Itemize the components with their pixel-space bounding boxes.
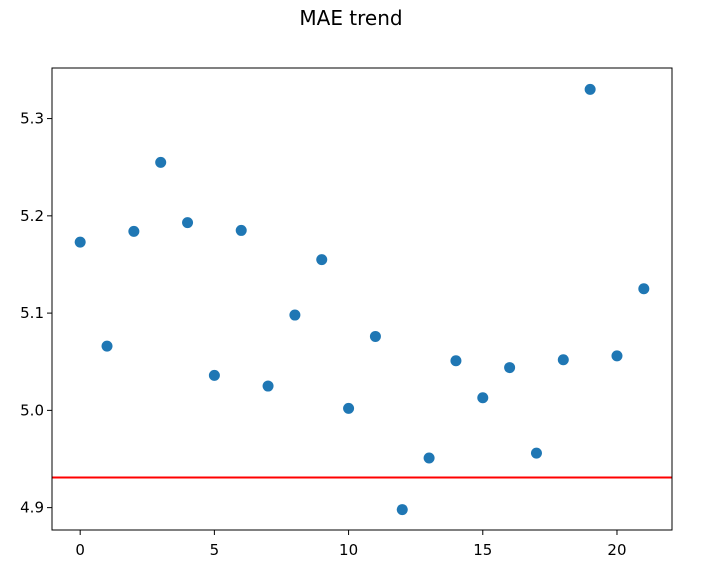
data-point [557, 354, 569, 366]
data-point [182, 217, 194, 229]
x-tick-label: 20 [607, 541, 626, 559]
data-point [584, 83, 596, 95]
x-tick-label: 15 [473, 541, 492, 559]
data-point [235, 224, 247, 236]
data-point [477, 392, 489, 404]
data-point [316, 254, 328, 266]
data-point [262, 380, 274, 392]
y-tick-label: 5.2 [20, 207, 44, 225]
data-point [101, 340, 113, 352]
x-tick-label: 5 [210, 541, 220, 559]
y-tick-label: 5.0 [20, 401, 44, 419]
y-tick-label: 5.3 [20, 110, 44, 128]
data-point [289, 309, 301, 321]
data-point [450, 355, 462, 367]
data-point [530, 447, 542, 459]
data-point [208, 369, 220, 381]
y-tick-label: 4.9 [20, 499, 44, 517]
data-point [343, 402, 355, 414]
data-point [638, 283, 650, 295]
data-point [396, 504, 408, 516]
x-tick-label: 10 [339, 541, 358, 559]
data-point [369, 330, 381, 342]
data-point [155, 156, 167, 168]
data-point [128, 225, 140, 237]
data-point [504, 362, 516, 374]
chart-title: MAE trend [299, 6, 402, 30]
plot-area-frame [51, 67, 673, 531]
y-tick-label: 5.1 [20, 304, 44, 322]
data-point [423, 452, 435, 464]
x-tick-label: 0 [75, 541, 85, 559]
data-point [611, 350, 623, 362]
data-point [74, 236, 86, 248]
